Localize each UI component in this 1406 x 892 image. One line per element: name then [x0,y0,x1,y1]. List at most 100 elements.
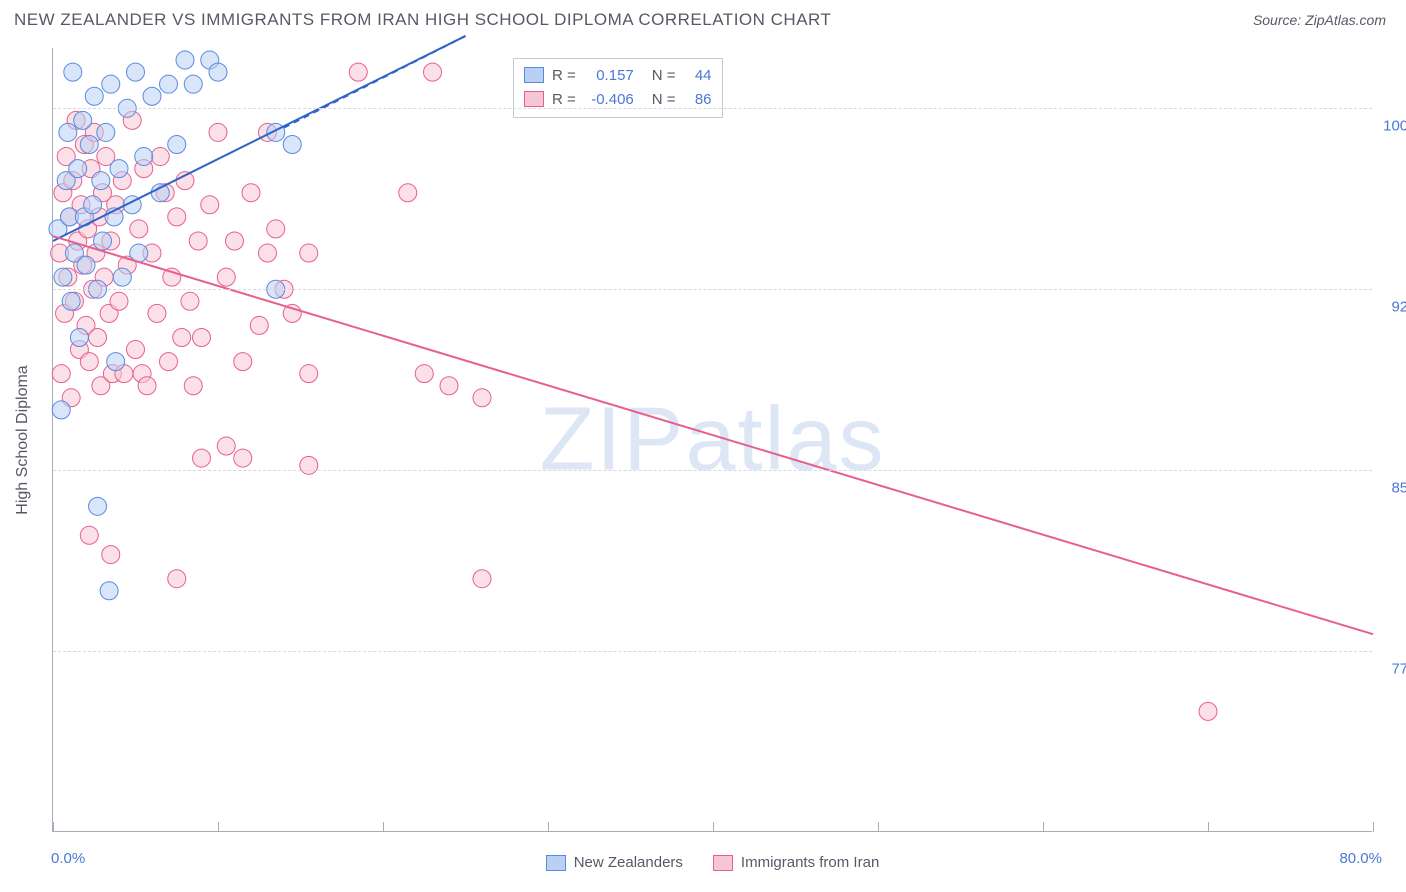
scatter-point [97,123,115,141]
ytick-label: 77.5% [1391,661,1406,678]
scatter-point [130,220,148,238]
xtick-mark [878,822,879,832]
scatter-point [226,232,244,250]
ytick-label: 85.0% [1391,480,1406,497]
r-value-nz: 0.157 [584,67,634,84]
r-label: R = [552,67,576,84]
scatter-point [52,401,70,419]
scatter-point [201,196,219,214]
swatch-iran [524,91,544,107]
xtick-mark [53,822,54,832]
r-value-iran: -0.406 [584,91,634,108]
scatter-point [74,111,92,129]
xtick-label: 80.0% [1339,850,1382,867]
scatter-point [102,75,120,93]
scatter-point [80,135,98,153]
scatter-point [70,328,88,346]
series-name-nz: New Zealanders [574,854,683,871]
scatter-point [69,160,87,178]
ytick-label: 92.5% [1391,299,1406,316]
scatter-point [300,456,318,474]
scatter-point [77,256,95,274]
swatch-nz [524,67,544,83]
n-value-iran: 86 [684,91,712,108]
legend-item-nz: New Zealanders [546,854,683,871]
scatter-point [110,160,128,178]
scatter-point [300,244,318,262]
series-legend: New Zealanders Immigrants from Iran [53,854,1372,871]
scatter-point [127,341,145,359]
swatch-nz [546,855,566,871]
scatter-point [160,353,178,371]
gridline-h [53,470,1372,471]
scatter-point [193,328,211,346]
scatter-point [168,570,186,588]
scatter-point [110,292,128,310]
gridline-h [53,289,1372,290]
scatter-point [168,135,186,153]
chart-plot-area: High School Diploma ZIPatlas R = 0.157 N… [52,48,1372,832]
scatter-point [52,365,70,383]
scatter-point [176,51,194,69]
scatter-point [151,184,169,202]
scatter-point [300,365,318,383]
n-label: N = [652,91,676,108]
xtick-mark [713,822,714,832]
scatter-point [168,208,186,226]
gridline-h [53,651,1372,652]
scatter-point [217,268,235,286]
scatter-point [173,328,191,346]
xtick-mark [218,822,219,832]
scatter-point [234,353,252,371]
legend-item-iran: Immigrants from Iran [713,854,879,871]
chart-source: Source: ZipAtlas.com [1253,12,1386,28]
scatter-svg [53,48,1372,831]
scatter-point [94,232,112,250]
scatter-point [59,123,77,141]
scatter-point [107,353,125,371]
scatter-point [148,304,166,322]
scatter-point [1199,702,1217,720]
scatter-point [113,268,131,286]
scatter-point [89,328,107,346]
scatter-point [135,148,153,166]
scatter-point [424,63,442,81]
scatter-point [102,546,120,564]
scatter-point [92,172,110,190]
scatter-point [160,75,178,93]
y-axis-label: High School Diploma [14,365,32,514]
scatter-point [181,292,199,310]
scatter-point [100,582,118,600]
scatter-point [267,220,285,238]
scatter-point [89,497,107,515]
regression-line [53,236,1373,634]
scatter-point [138,377,156,395]
scatter-point [209,123,227,141]
scatter-point [473,570,491,588]
scatter-point [184,377,202,395]
xtick-mark [1373,822,1374,832]
xtick-mark [548,822,549,832]
scatter-point [349,63,367,81]
swatch-iran [713,855,733,871]
scatter-point [54,268,72,286]
chart-header: NEW ZEALANDER VS IMMIGRANTS FROM IRAN HI… [0,0,1406,38]
scatter-point [80,353,98,371]
scatter-point [217,437,235,455]
scatter-point [151,148,169,166]
series-name-iran: Immigrants from Iran [741,854,879,871]
scatter-point [193,449,211,467]
r-label: R = [552,91,576,108]
scatter-point [64,63,82,81]
gridline-h [53,108,1372,109]
scatter-point [184,75,202,93]
xtick-label: 0.0% [51,850,85,867]
scatter-point [143,87,161,105]
scatter-point [234,449,252,467]
n-label: N = [652,67,676,84]
source-value: ZipAtlas.com [1305,12,1386,28]
ytick-label: 100.0% [1383,118,1406,135]
scatter-point [209,63,227,81]
scatter-point [399,184,417,202]
scatter-point [415,365,433,383]
